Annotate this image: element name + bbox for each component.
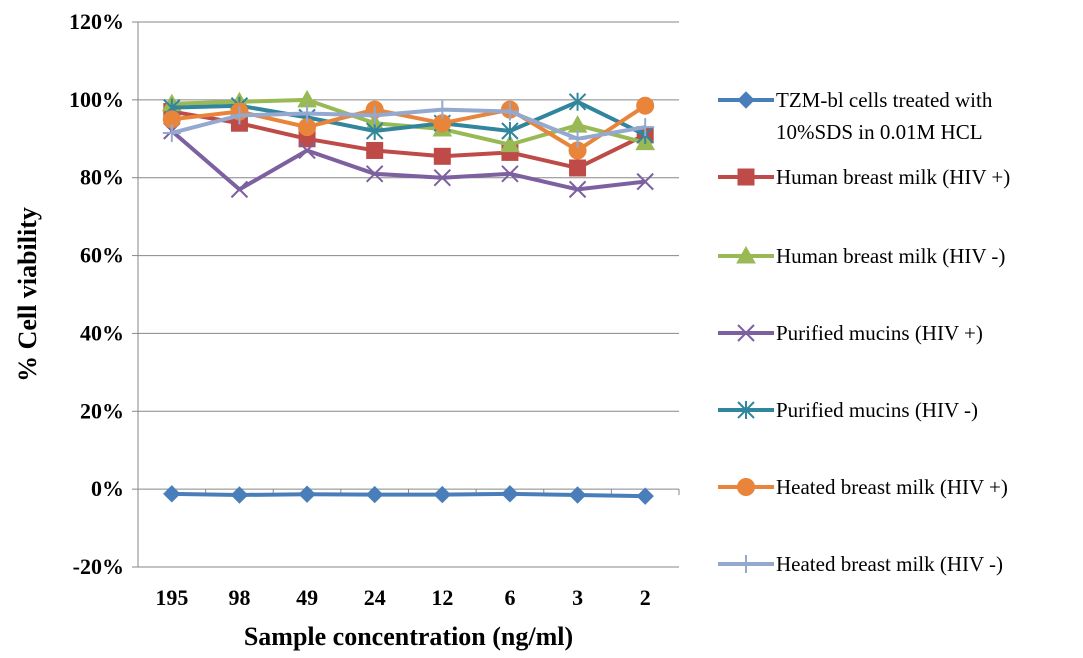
- legend-marker: [737, 478, 755, 496]
- data-point: [433, 100, 452, 119]
- data-point: [568, 486, 587, 504]
- legend-item: Purified mucins (HIV -): [718, 398, 978, 422]
- legend: TZM-bl cells treated with 10%SDS in 0.01M…: [718, 88, 1010, 576]
- data-point: [569, 159, 587, 177]
- legend-marker: [737, 91, 755, 109]
- legend-marker: [737, 168, 755, 186]
- data-point: [636, 172, 654, 191]
- y-tick-label: 100%: [69, 87, 124, 112]
- x-tick-label: 12: [431, 585, 453, 610]
- series-line: [171, 491, 646, 499]
- y-tick-label: 80%: [80, 165, 124, 190]
- legend-label: Human breast milk (HIV -): [776, 244, 1005, 268]
- series-line: [171, 99, 647, 137]
- legend-label: 10%SDS in 0.01M HCL: [776, 120, 983, 144]
- data-point: [366, 141, 384, 159]
- data-point: [636, 118, 655, 137]
- series-line: [170, 129, 646, 192]
- series-line: [171, 107, 646, 141]
- legend-marker: [737, 401, 755, 419]
- x-tick-label: 49: [296, 585, 318, 610]
- legend-label: Human breast milk (HIV +): [776, 165, 1010, 189]
- data-point: [433, 147, 451, 165]
- legend-label: TZM-bl cells treated with: [776, 88, 993, 112]
- legend-item: TZM-bl cells treated with 10%SDS in 0.01M…: [718, 88, 993, 144]
- data-point: [298, 485, 316, 503]
- y-axis-title: % Cell viability: [13, 207, 42, 382]
- series-line: [171, 109, 647, 170]
- y-tick-label: -20%: [73, 554, 124, 579]
- legend-item: Heated breast milk (HIV +): [718, 475, 1008, 499]
- data-point: [365, 165, 384, 183]
- data-point: [567, 115, 588, 133]
- data-point: [636, 96, 655, 115]
- series-1: [163, 485, 654, 505]
- data-point: [568, 92, 587, 111]
- legend-marker: [737, 324, 755, 342]
- legend-item: Purified mucins (HIV +): [718, 321, 983, 345]
- data-point: [433, 485, 452, 504]
- x-tick-label: 195: [155, 585, 188, 610]
- data-point: [500, 102, 519, 121]
- legend-item: Human breast milk (HIV +): [718, 165, 1010, 189]
- data-point: [501, 165, 519, 183]
- data-point: [365, 106, 384, 125]
- legend-label: Purified mucins (HIV +): [776, 321, 983, 345]
- data-point: [501, 485, 519, 503]
- x-tick-labels: 195 98 49 24 12 6 3 2: [155, 585, 650, 610]
- series-4: [163, 122, 654, 199]
- x-axis-title: Sample concentration (ng/ml): [244, 622, 573, 651]
- y-tick-label: 20%: [80, 398, 124, 423]
- data-point: [230, 180, 249, 199]
- legend-item: Human breast milk (HIV -): [718, 244, 1005, 268]
- y-tick-label: 40%: [80, 320, 124, 345]
- series-7: [162, 100, 655, 148]
- data-point: [568, 129, 587, 148]
- series-layer: [161, 89, 656, 505]
- data-point: [162, 123, 181, 142]
- data-point: [230, 486, 249, 504]
- legend-label: Heated breast milk (HIV -): [776, 552, 1003, 576]
- y-tick-labels: -20% 0% 20% 40% 60% 80% 100% 120%: [69, 9, 124, 579]
- x-tick-label: 98: [228, 585, 250, 610]
- data-point: [365, 485, 384, 504]
- legend-marker: [737, 555, 755, 573]
- data-point: [636, 487, 654, 505]
- x-tick-label: 3: [572, 585, 583, 610]
- data-point: [568, 180, 587, 199]
- x-tick-label: 6: [504, 585, 515, 610]
- legend-item: Heated breast milk (HIV -): [718, 552, 1003, 576]
- data-point: [298, 141, 316, 160]
- x-tick-label: 24: [364, 585, 386, 610]
- data-point: [433, 169, 452, 187]
- legend-label: Purified mucins (HIV -): [776, 398, 978, 422]
- data-point: [365, 122, 384, 140]
- data-point: [298, 104, 317, 123]
- data-point: [501, 122, 519, 140]
- legend-marker: [736, 245, 756, 264]
- y-tick-label: 60%: [80, 243, 124, 268]
- y-tick-label: 0%: [91, 476, 124, 501]
- data-point: [163, 485, 181, 503]
- legend-label: Heated breast milk (HIV +): [776, 475, 1008, 499]
- data-point: [230, 106, 249, 125]
- y-tick-label: 120%: [69, 9, 124, 34]
- x-tick-label: 2: [640, 585, 651, 610]
- data-point: [500, 134, 520, 153]
